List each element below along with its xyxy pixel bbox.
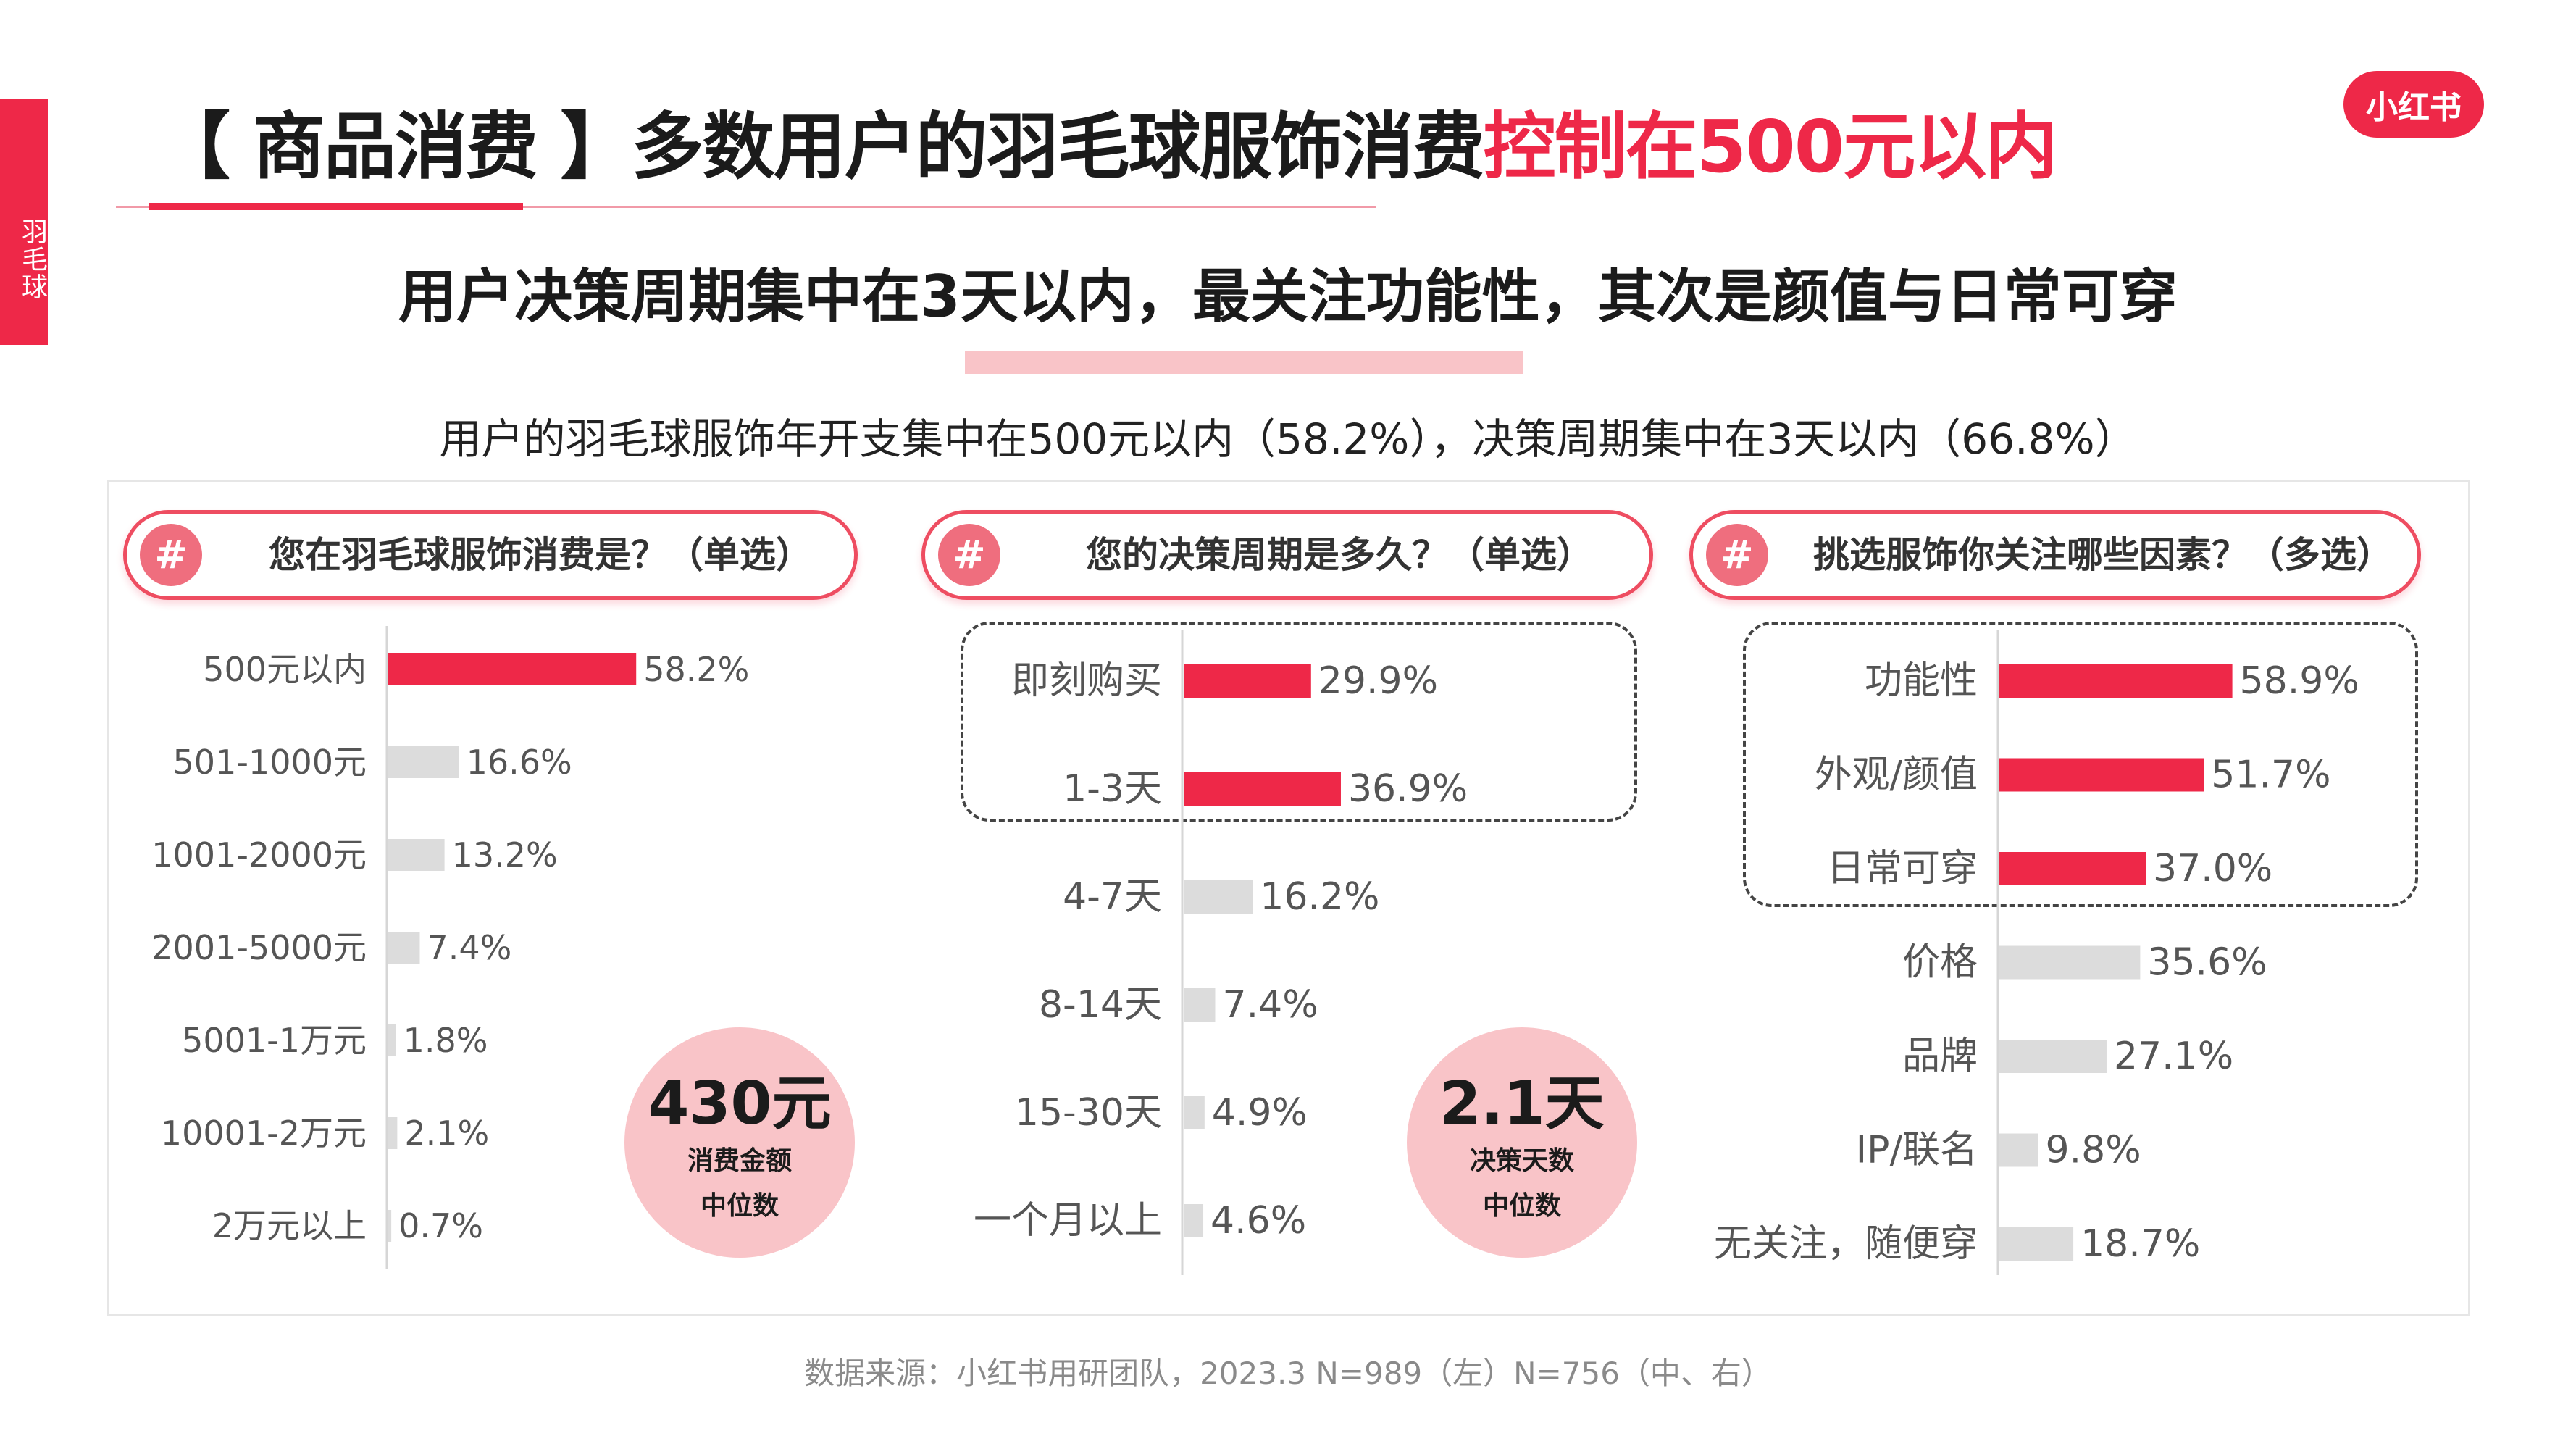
median-spend-value: 430元 xyxy=(648,1069,832,1138)
hashtag-icon: # xyxy=(938,524,1000,586)
bar xyxy=(1184,988,1216,1022)
bar xyxy=(388,932,420,964)
value-label: 4.9% xyxy=(1212,1091,1308,1135)
value-label: 9.8% xyxy=(2046,1129,2141,1172)
value-label: 7.4% xyxy=(1223,983,1318,1027)
value-label: 1.8% xyxy=(403,1021,488,1060)
question-pill-decision: # 您的决策周期是多久？（单选） xyxy=(921,510,1653,600)
category-label: 即刻购买 xyxy=(1011,659,1162,703)
bar xyxy=(388,653,637,685)
bar xyxy=(1184,664,1311,698)
question-text: 您的决策周期是多久？（单选） xyxy=(1086,534,1593,576)
value-label: 37.0% xyxy=(2153,847,2272,890)
median-spend-label: 消费金额 xyxy=(687,1146,792,1176)
category-label: 日常可穿 xyxy=(1827,847,1978,890)
value-label: 4.6% xyxy=(1210,1199,1306,1243)
bar xyxy=(1999,1040,2107,1073)
question-pill-factors: # 挑选服饰你关注哪些因素？（多选） xyxy=(1689,510,2421,600)
category-label: 无关注，随便穿 xyxy=(1714,1222,1978,1266)
question-pill-spending: # 您在羽毛球服饰消费是？（单选） xyxy=(123,510,858,600)
value-label: 18.7% xyxy=(2081,1222,2200,1266)
side-category-tab: 羽毛球 xyxy=(0,99,48,345)
value-label: 58.9% xyxy=(2240,659,2359,703)
value-label: 16.6% xyxy=(467,743,572,782)
charts-panel xyxy=(107,480,2470,1316)
bar xyxy=(1999,945,2141,980)
category-label: 4-7天 xyxy=(1063,875,1162,919)
value-label: 35.6% xyxy=(2147,941,2267,985)
bar xyxy=(388,1210,392,1242)
category-label: 8-14天 xyxy=(1039,983,1162,1027)
question-text: 您在羽毛球服饰消费是？（单选） xyxy=(269,534,812,576)
title-underline xyxy=(116,206,1376,208)
bar xyxy=(1999,664,2233,698)
bar xyxy=(1184,772,1341,806)
median-days-circle: 2.1天 决策天数 中位数 xyxy=(1407,1027,1637,1258)
bar xyxy=(1184,1096,1205,1129)
category-label: 5001-1万元 xyxy=(182,1021,367,1060)
value-label: 51.7% xyxy=(2211,753,2330,797)
category-label: 品牌 xyxy=(1902,1035,1978,1078)
xiaohongshu-logo: 小红书 xyxy=(2343,71,2484,138)
category-label: 一个月以上 xyxy=(974,1199,1162,1243)
median-days-value: 2.1天 xyxy=(1439,1069,1605,1138)
category-label: 1-3天 xyxy=(1063,767,1162,811)
hashtag-icon: # xyxy=(1706,524,1768,586)
decision-highlight-box xyxy=(961,622,1637,822)
bar xyxy=(1999,758,2204,792)
value-label: 58.2% xyxy=(643,650,749,689)
category-label: 501-1000元 xyxy=(173,743,367,782)
bar xyxy=(1999,852,2146,885)
summary-caption: 用户的羽毛球服饰年开支集中在500元以内（58.2%），决策周期集中在3天以内（… xyxy=(439,414,2137,464)
title-underline-accent xyxy=(149,203,523,210)
category-label: 外观/颜值 xyxy=(1814,753,1978,797)
category-label: 功能性 xyxy=(1865,659,1978,703)
value-label: 2.1% xyxy=(404,1114,489,1153)
value-label: 7.4% xyxy=(427,928,512,967)
data-source-footer: 数据来源：小红书用研团队，2023.3 N=989（左）N=756（中、右） xyxy=(804,1356,1772,1391)
category-label: 10001-2万元 xyxy=(161,1114,367,1153)
bar xyxy=(1999,1133,2038,1167)
median-spend-sublabel: 中位数 xyxy=(700,1191,779,1221)
value-label: 16.2% xyxy=(1260,875,1379,919)
bar xyxy=(1999,1227,2074,1261)
category-label: 价格 xyxy=(1902,941,1978,985)
median-days-sublabel: 中位数 xyxy=(1482,1191,1561,1221)
bar xyxy=(388,1024,396,1056)
value-label: 27.1% xyxy=(2114,1035,2233,1078)
value-label: 36.9% xyxy=(1348,767,1468,811)
bar xyxy=(1184,1204,1204,1237)
page-subtitle: 用户决策周期集中在3天以内，最关注功能性，其次是颜值与日常可穿 xyxy=(398,263,2178,330)
bar xyxy=(388,746,459,778)
subtitle-highlight-bar xyxy=(965,351,1523,374)
category-label: 2001-5000元 xyxy=(151,928,367,967)
hashtag-icon: # xyxy=(140,524,202,586)
category-label: IP/联名 xyxy=(1856,1129,1978,1172)
page-title-main: 【 商品消费 】多数用户的羽毛球服饰消费 xyxy=(158,104,1485,189)
bar xyxy=(388,839,445,871)
page-title-highlight: 控制在500元以内 xyxy=(1483,104,2058,189)
median-days-label: 决策天数 xyxy=(1469,1146,1574,1176)
value-label: 0.7% xyxy=(398,1206,483,1245)
category-label: 15-30天 xyxy=(1015,1091,1162,1135)
value-label: 13.2% xyxy=(452,835,558,874)
category-label: 500元以内 xyxy=(203,650,367,689)
value-label: 29.9% xyxy=(1318,659,1438,703)
median-spend-circle: 430元 消费金额 中位数 xyxy=(624,1027,855,1258)
factors-highlight-box xyxy=(1743,622,2418,907)
bar xyxy=(388,1117,398,1149)
bar xyxy=(1184,880,1253,914)
question-text: 挑选服饰你关注哪些因素？（多选） xyxy=(1813,534,2393,576)
category-label: 1001-2000元 xyxy=(151,835,367,874)
category-label: 2万元以上 xyxy=(212,1206,367,1245)
page-title: 【 商品消费 】多数用户的羽毛球服饰消费控制在500元以内 xyxy=(158,100,2058,194)
